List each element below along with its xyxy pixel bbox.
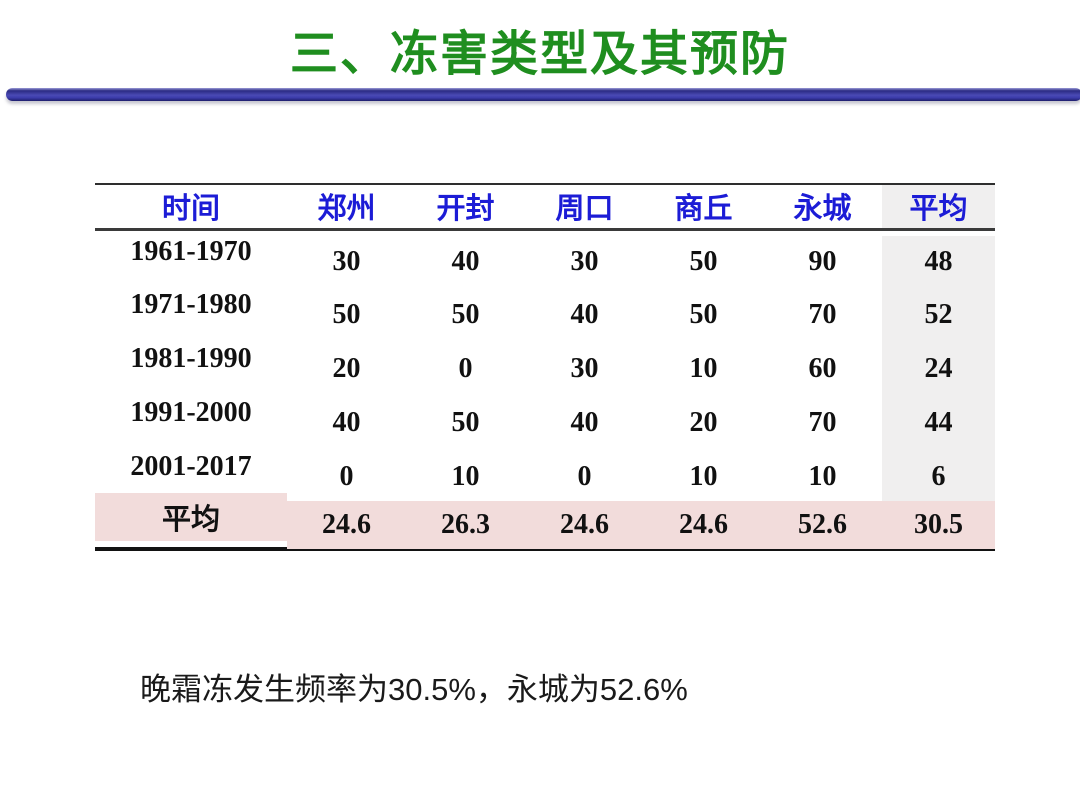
cell-value: 30.5 <box>882 501 995 551</box>
row-label: 1971-1980 <box>130 289 252 320</box>
row-label: 1991-2000 <box>130 397 252 428</box>
cell-value: 50 <box>451 299 480 330</box>
cell-value: 50 <box>332 299 361 330</box>
cell-value: 0 <box>577 461 592 492</box>
cell-value: 30 <box>570 353 599 384</box>
cell-value: 40 <box>332 407 361 438</box>
cell-value: 24.6 <box>287 501 406 551</box>
cell-value: 24.6 <box>525 501 644 551</box>
cell-value: 10 <box>808 461 837 492</box>
column-header-average: 平均 <box>882 184 995 231</box>
cell-value: 40 <box>451 245 480 277</box>
cell-value: 50 <box>451 407 480 438</box>
table-row-1961-1970: 1961-1970 30 40 30 50 90 48 <box>95 229 995 283</box>
row-label: 1981-1990 <box>130 343 252 374</box>
cell-value: 10 <box>689 353 718 384</box>
column-header-kaifeng: 开封 <box>406 184 525 231</box>
table-row-1981-1990: 1981-1990 20 0 30 10 60 24 <box>95 337 995 391</box>
note-text: 晚霜冻发生频率为30.5%，永城为52.6% <box>140 672 688 707</box>
cell-value: 30 <box>570 245 599 277</box>
cell-value: 0 <box>339 461 354 492</box>
column-header-shangqiu: 商丘 <box>644 184 763 231</box>
row-label: 1961-1970 <box>130 235 252 267</box>
title-divider-bar <box>6 88 1080 101</box>
cell-value: 90 <box>808 245 837 277</box>
column-header-zhoukou: 周口 <box>525 184 644 231</box>
table-row-1991-2000: 1991-2000 40 50 40 20 70 44 <box>95 391 995 445</box>
frost-frequency-table-container: 时间 郑州 开封 周口 商丘 永城 平均 1961-1970 30 40 30 … <box>95 183 995 551</box>
cell-value: 6 <box>931 461 946 492</box>
cell-value: 30 <box>332 245 361 277</box>
cell-value: 40 <box>570 407 599 438</box>
cell-value: 10 <box>689 461 718 492</box>
cell-value: 44 <box>924 407 953 438</box>
column-header-yongcheng: 永城 <box>763 184 882 231</box>
cell-value: 52.6 <box>763 501 882 551</box>
table-header-row: 时间 郑州 开封 周口 商丘 永城 平均 <box>95 184 995 231</box>
cell-value: 50 <box>689 299 718 330</box>
cell-value: 40 <box>570 299 599 330</box>
cell-value: 26.3 <box>406 501 525 551</box>
cell-value: 60 <box>808 353 837 384</box>
cell-value: 70 <box>808 407 837 438</box>
cell-value: 24.6 <box>644 501 763 551</box>
table-row-2001-2017: 2001-2017 0 10 0 10 10 6 <box>95 445 995 499</box>
table-summary-row-average: 平均 24.6 26.3 24.6 24.6 52.6 30.5 <box>95 493 995 551</box>
cell-value: 52 <box>924 299 953 330</box>
cell-value: 70 <box>808 299 837 330</box>
cell-value: 48 <box>924 245 953 277</box>
cell-value: 24 <box>924 353 953 384</box>
cell-value: 20 <box>689 407 718 438</box>
cell-value: 10 <box>451 461 480 492</box>
slide-title: 三、冻害类型及其预防 <box>289 28 790 81</box>
column-header-time: 时间 <box>95 184 287 231</box>
table-row-1971-1980: 1971-1980 50 50 40 50 70 52 <box>95 283 995 337</box>
row-label: 2001-2017 <box>130 451 252 482</box>
row-label-average: 平均 <box>95 493 287 543</box>
cell-value: 20 <box>332 353 361 384</box>
column-header-zhengzhou: 郑州 <box>287 184 406 231</box>
cell-value: 0 <box>458 353 473 384</box>
cell-value: 50 <box>689 245 718 277</box>
frost-frequency-table: 时间 郑州 开封 周口 商丘 永城 平均 1961-1970 30 40 30 … <box>95 183 995 551</box>
